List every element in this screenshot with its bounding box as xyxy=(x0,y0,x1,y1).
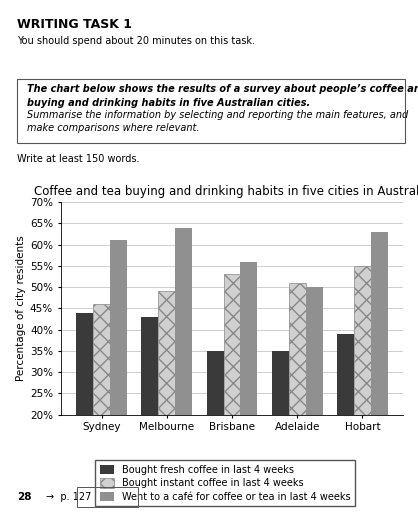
Text: 28: 28 xyxy=(17,492,31,502)
Bar xyxy=(289,283,306,500)
Text: You should spend about 20 minutes on this task.: You should spend about 20 minutes on thi… xyxy=(17,36,255,46)
Bar xyxy=(158,291,175,500)
Bar xyxy=(93,304,110,500)
Bar xyxy=(371,232,388,500)
Text: Write at least 150 words.: Write at least 150 words. xyxy=(17,154,139,164)
Legend: Bought fresh coffee in last 4 weeks, Bought instant coffee in last 4 weeks, Went: Bought fresh coffee in last 4 weeks, Bou… xyxy=(95,460,355,506)
Y-axis label: Percentage of city residents: Percentage of city residents xyxy=(16,236,25,381)
Bar xyxy=(175,228,192,500)
Bar xyxy=(206,351,224,500)
Text: →  p. 127: → p. 127 xyxy=(46,492,92,502)
Text: Summarise the information by selecting and reporting the main features, and
make: Summarise the information by selecting a… xyxy=(27,110,408,133)
Bar xyxy=(76,313,93,500)
Bar xyxy=(240,262,257,500)
Bar xyxy=(272,351,289,500)
Text: The chart below shows the results of a survey about people’s coffee and tea
buyi: The chart below shows the results of a s… xyxy=(27,84,418,108)
Bar xyxy=(224,274,240,500)
Bar xyxy=(141,317,158,500)
Bar xyxy=(306,287,323,500)
Bar xyxy=(354,266,371,500)
Text: WRITING TASK 1: WRITING TASK 1 xyxy=(17,18,132,31)
Bar xyxy=(337,334,354,500)
Bar xyxy=(110,241,127,500)
Title: Coffee and tea buying and drinking habits in five cities in Australia: Coffee and tea buying and drinking habit… xyxy=(34,185,418,198)
